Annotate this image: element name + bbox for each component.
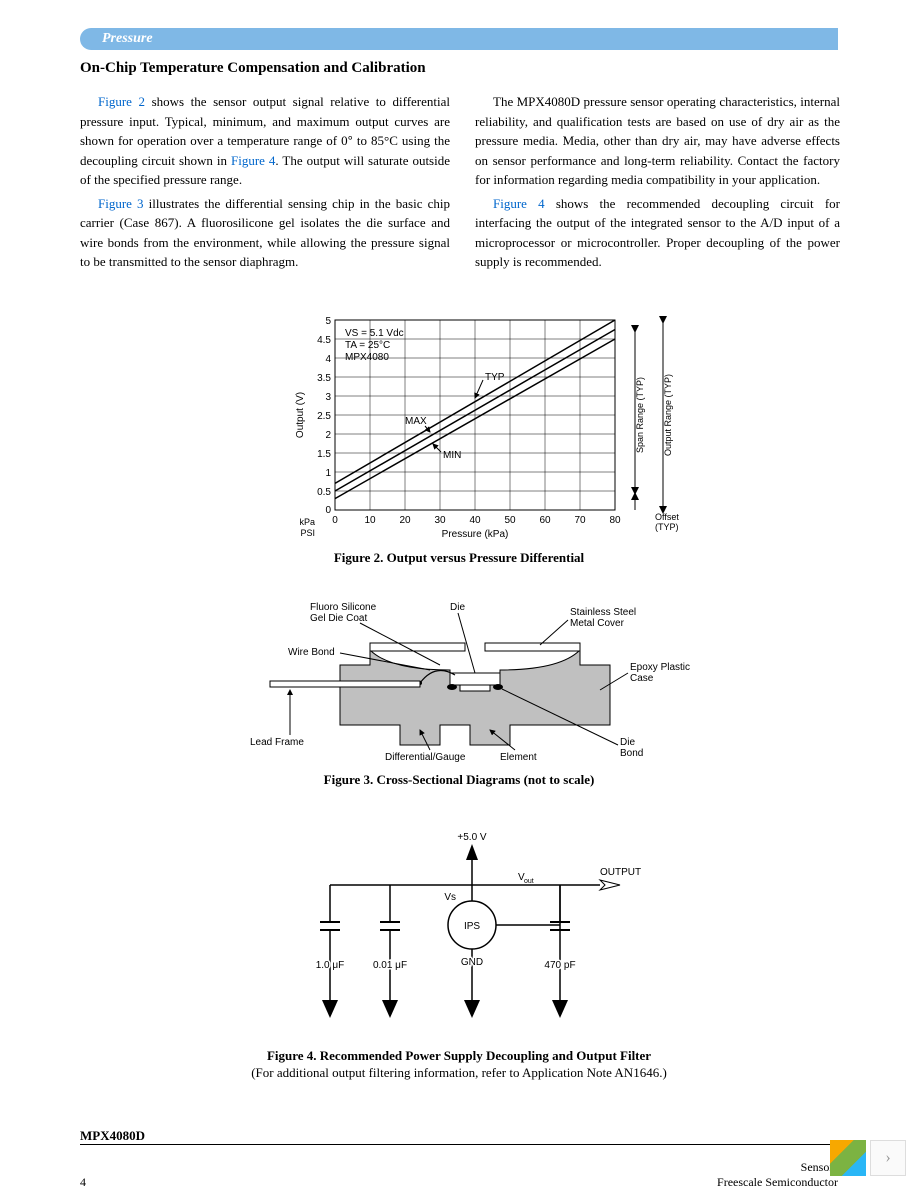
column-right: The MPX4080D pressure sensor operating c… (475, 92, 840, 276)
svg-text:80: 80 (609, 515, 621, 526)
svg-text:60: 60 (539, 515, 551, 526)
svg-text:5: 5 (325, 316, 331, 327)
svg-text:Stainless Steel: Stainless Steel (570, 607, 636, 618)
svg-text:(TYP): (TYP) (655, 522, 679, 532)
link-fig4[interactable]: Figure 4 (231, 153, 275, 168)
para-3: The MPX4080D pressure sensor operating c… (475, 92, 840, 190)
figure-4-caption: Figure 4. Recommended Power Supply Decou… (0, 1048, 918, 1064)
footer-rule (80, 1144, 838, 1145)
svg-text:Fluoro Silicone: Fluoro Silicone (310, 602, 377, 613)
figure-4-subcaption: (For additional output filtering informa… (0, 1065, 918, 1081)
svg-text:TYP: TYP (485, 372, 505, 383)
svg-text:Bond: Bond (620, 748, 643, 759)
svg-text:0: 0 (332, 515, 338, 526)
svg-text:3.5: 3.5 (317, 373, 331, 384)
para-1: Figure 2 shows the sensor output signal … (80, 92, 450, 190)
svg-text:0.01 μF: 0.01 μF (373, 960, 407, 971)
svg-text:MAX: MAX (405, 416, 427, 427)
svg-text:50: 50 (504, 515, 516, 526)
svg-text:Gel Die Coat: Gel Die Coat (310, 613, 367, 624)
svg-text:OUTPUT: OUTPUT (600, 867, 641, 878)
svg-text:MIN: MIN (443, 450, 461, 461)
svg-text:4.5: 4.5 (317, 335, 331, 346)
svg-text:0.5: 0.5 (317, 487, 331, 498)
footer-partnum: MPX4080D (80, 1128, 145, 1144)
svg-text:Vs: Vs (444, 892, 456, 903)
svg-text:Die: Die (450, 602, 465, 613)
next-page-button[interactable]: › (870, 1140, 906, 1176)
svg-text:470 pF: 470 pF (544, 960, 575, 971)
svg-text:Output Range (TYP): Output Range (TYP) (663, 374, 673, 456)
link-fig2[interactable]: Figure 2 (98, 94, 145, 109)
header-bar: Pressure (80, 28, 838, 50)
figure-2-caption: Figure 2. Output versus Pressure Differe… (0, 550, 918, 566)
link-fig4b[interactable]: Figure 4 (493, 196, 545, 211)
svg-text:VS = 5.1 Vdc: VS = 5.1 Vdc (345, 328, 404, 339)
svg-text:Span Range (TYP): Span Range (TYP) (635, 377, 645, 453)
svg-text:Epoxy Plastic: Epoxy Plastic (630, 662, 690, 673)
svg-text:PSI: PSI (300, 528, 315, 538)
svg-text:1.5: 1.5 (317, 449, 331, 460)
figure-3-caption: Figure 3. Cross-Sectional Diagrams (not … (0, 772, 918, 788)
svg-text:Die: Die (620, 737, 635, 748)
svg-text:Offset: Offset (655, 512, 679, 522)
svg-text:Metal Cover: Metal Cover (570, 618, 625, 629)
column-left: Figure 2 shows the sensor output signal … (80, 92, 450, 276)
svg-text:10: 10 (364, 515, 376, 526)
svg-text:70: 70 (574, 515, 586, 526)
svg-text:kPa: kPa (299, 517, 315, 527)
svg-text:Pressure (kPa): Pressure (kPa) (442, 529, 509, 540)
svg-text:40: 40 (469, 515, 481, 526)
section-title: On-Chip Temperature Compensation and Cal… (80, 60, 426, 77)
svg-text:1: 1 (325, 468, 331, 479)
svg-text:20: 20 (399, 515, 411, 526)
svg-text:3: 3 (325, 392, 331, 403)
figure-3-diagram: Fluoro Silicone Gel Die Coat Die Stainle… (240, 595, 720, 769)
svg-text:Element: Element (500, 752, 537, 763)
link-fig3[interactable]: Figure 3 (98, 196, 144, 211)
vendor-logo-icon (830, 1140, 866, 1176)
para-4: Figure 4 shows the recommended decouplin… (475, 194, 840, 272)
figure-2-chart: VS = 5.1 Vdc TA = 25°C MPX4080 MAX TYP M… (285, 310, 705, 549)
svg-text:1.0 μF: 1.0 μF (316, 960, 345, 971)
svg-text:Case: Case (630, 673, 654, 684)
svg-text:GND: GND (461, 957, 483, 968)
svg-text:IPS: IPS (464, 921, 480, 932)
svg-text:Lead Frame: Lead Frame (250, 737, 304, 748)
svg-text:0: 0 (325, 505, 331, 516)
svg-text:2.5: 2.5 (317, 411, 331, 422)
svg-text:4: 4 (325, 354, 331, 365)
svg-text:out: out (524, 878, 534, 885)
svg-text:+5.0 V: +5.0 V (457, 832, 487, 843)
para-2: Figure 3 illustrates the differential se… (80, 194, 450, 272)
svg-text:2: 2 (325, 430, 331, 441)
svg-text:TA = 25°C: TA = 25°C (345, 340, 390, 351)
svg-text:Differential/Gauge: Differential/Gauge (385, 752, 466, 763)
svg-text:MPX4080: MPX4080 (345, 352, 389, 363)
svg-text:30: 30 (434, 515, 446, 526)
figure-4-circuit: +5.0 V OUTPUT Vout IPS Vs GND GND 1.0 μF… (300, 830, 645, 1044)
svg-text:Wire Bond: Wire Bond (288, 647, 335, 658)
header-label: Pressure (102, 31, 153, 46)
svg-text:Output (V): Output (V) (295, 392, 306, 438)
